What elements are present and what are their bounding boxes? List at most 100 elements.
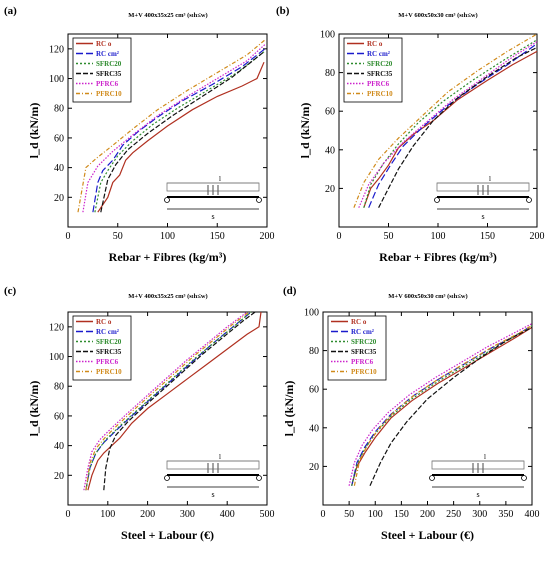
- y-tick-label: 80: [54, 104, 64, 115]
- series-line-sfrc35: [103, 311, 256, 491]
- y-axis-label: l_d (kN/m): [282, 381, 296, 437]
- legend-label: PFRC6: [367, 80, 390, 88]
- support-right: [526, 197, 532, 203]
- series-line-rco: [351, 326, 533, 486]
- beam-inset: ls: [164, 453, 262, 499]
- series-line-sfrc20: [94, 51, 265, 213]
- x-tick-label: 400: [525, 509, 540, 520]
- panel-letter: (d): [283, 285, 297, 297]
- legend-box: [327, 315, 387, 381]
- series-line-pfrc10: [353, 324, 533, 486]
- x-tick-label: 150: [394, 509, 409, 520]
- legend-box: [72, 37, 132, 103]
- load-label: l: [489, 175, 491, 183]
- beam-inset: ls: [429, 453, 527, 499]
- panel-letter: (b): [276, 5, 290, 17]
- x-tick-label: 50: [113, 231, 123, 242]
- x-tick-label: 150: [480, 231, 495, 242]
- legend-label: RC o: [96, 318, 112, 326]
- span-label: s: [476, 490, 479, 499]
- legend-label: PFRC6: [351, 358, 374, 366]
- series-line-pfrc6: [348, 323, 533, 486]
- series-line-pfrc10: [85, 311, 250, 491]
- x-tick-label: 500: [260, 509, 275, 520]
- series-line-rco: [363, 50, 538, 208]
- support-right: [256, 197, 262, 203]
- series-line-pfrc10: [353, 33, 538, 208]
- support-left: [164, 197, 170, 203]
- x-tick-label: 50: [344, 509, 354, 520]
- span-label: s: [481, 212, 484, 221]
- plot-frame: [67, 311, 268, 506]
- y-tick-label: 20: [309, 462, 319, 473]
- beam-inset: ls: [164, 175, 262, 221]
- legend-label: RC cm²: [351, 328, 374, 336]
- y-tick-label: 60: [325, 107, 335, 118]
- x-tick-label: 100: [160, 231, 175, 242]
- legend-label: SFRC35: [96, 70, 122, 78]
- chart-title: M+V 400x35x25 cm³ (sₗh≤w): [128, 293, 207, 300]
- load-label: l: [484, 453, 486, 461]
- x-axis-label: Steel + Labour (€): [121, 528, 214, 542]
- legend-label: RC o: [351, 318, 367, 326]
- series-line-pfrc6: [82, 43, 266, 213]
- x-axis-label: Rebar + Fibres (kg/m³): [379, 250, 497, 264]
- chart-panel-3: (c) M+V 400x35x25 cm³ (sₗh≤w) 0 100 200 300 40…: [4, 285, 275, 542]
- legend-label: PFRC10: [351, 368, 377, 376]
- x-axis-label: Steel + Labour (€): [381, 528, 474, 542]
- x-tick-label: 0: [321, 509, 326, 520]
- x-tick-label: 0: [66, 509, 71, 520]
- x-tick-label: 200: [530, 231, 545, 242]
- y-tick-label: 20: [325, 184, 335, 195]
- x-tick-label: 0: [66, 231, 71, 242]
- y-tick-label: 60: [54, 133, 64, 144]
- chart-panel-4: (d) M+V 600x50x30 cm³ (sₗh≤w) 0 50 100 150 200…: [282, 285, 540, 542]
- legend-label: PFRC10: [96, 368, 122, 376]
- y-tick-label: 20: [54, 471, 64, 482]
- y-tick-label: 40: [54, 441, 64, 452]
- x-tick-label: 300: [180, 509, 195, 520]
- series-line-rccm: [92, 48, 266, 213]
- y-tick-label: 100: [320, 30, 335, 41]
- y-tick-label: 100: [304, 308, 319, 319]
- support-left: [429, 475, 435, 481]
- series-line-sfrc20: [363, 39, 538, 208]
- x-tick-label: 200: [420, 509, 435, 520]
- series-line-sfrc20: [85, 311, 252, 491]
- panel-letter: (c): [4, 285, 17, 297]
- x-tick-label: 50: [384, 231, 394, 242]
- panel-letter: (a): [4, 5, 17, 17]
- series-line-sfrc35: [100, 51, 265, 213]
- chart-title: M+V 600x50x30 cm³ (sₗh≤w): [398, 12, 477, 19]
- series-line-rco: [87, 311, 262, 491]
- beam-inset: ls: [434, 175, 532, 221]
- x-tick-label: 200: [140, 509, 155, 520]
- support-left: [164, 475, 170, 481]
- y-tick-label: 40: [309, 423, 319, 434]
- legend-label: PFRC10: [96, 90, 122, 98]
- y-axis-label: l_d (kN/m): [298, 103, 312, 159]
- chart-panel-2: (b) M+V 600x50x30 cm³ (sₗh≤w) 0 50 100 150 200…: [276, 5, 545, 264]
- support-right: [256, 475, 262, 481]
- series-line-pfrc6: [83, 311, 248, 491]
- legend-label: SFRC20: [351, 338, 377, 346]
- x-tick-label: 100: [368, 509, 383, 520]
- legend-label: SFRC20: [96, 60, 122, 68]
- legend-label: SFRC35: [367, 70, 393, 78]
- chart-title: M+V 600x50x30 cm³ (sₗh≤w): [388, 293, 467, 300]
- legend-label: RC o: [367, 40, 383, 48]
- y-tick-label: 20: [54, 193, 64, 204]
- y-tick-label: 80: [54, 382, 64, 393]
- load-label: l: [219, 175, 221, 183]
- legend-box: [72, 315, 132, 381]
- x-axis-label: Rebar + Fibres (kg/m³): [109, 250, 227, 264]
- x-tick-label: 200: [260, 231, 275, 242]
- x-tick-label: 150: [210, 231, 225, 242]
- y-tick-label: 120: [49, 44, 64, 55]
- legend-label: RC cm²: [96, 328, 119, 336]
- x-tick-label: 250: [446, 509, 461, 520]
- series-line-sfrc20: [351, 324, 533, 486]
- legend-label: RC o: [96, 40, 112, 48]
- y-tick-label: 40: [54, 163, 64, 174]
